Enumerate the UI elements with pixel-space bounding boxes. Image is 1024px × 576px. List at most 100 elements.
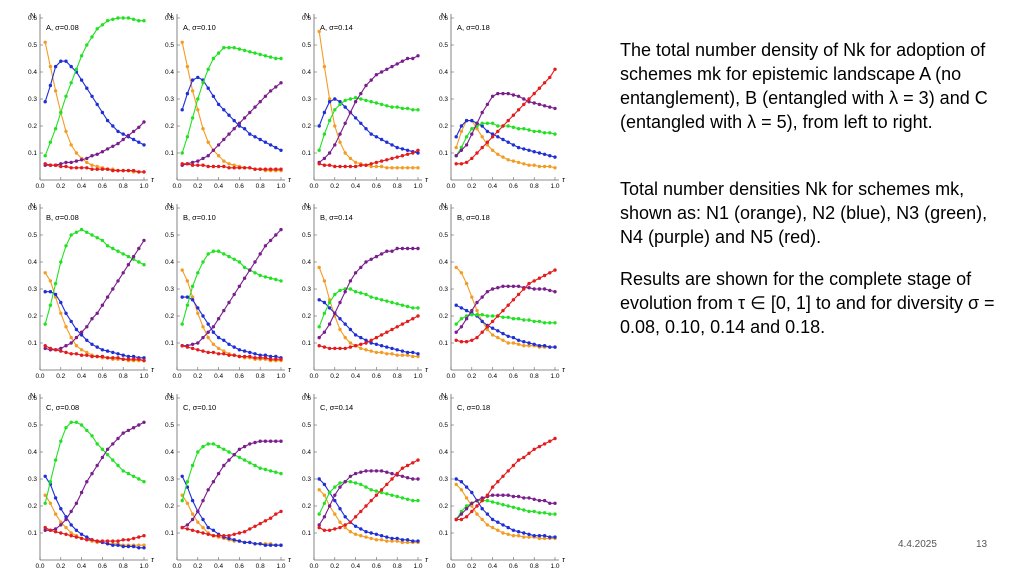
data-point-N5 [137, 357, 141, 361]
x-tick-label: 0.4 [214, 373, 223, 380]
data-point-N3 [85, 428, 89, 433]
data-point-N3 [274, 277, 278, 282]
data-point-N5 [480, 145, 484, 150]
data-point-N4 [248, 110, 252, 115]
y-tick-label: 0.2 [439, 123, 448, 130]
data-point-N2 [496, 520, 500, 524]
data-point-N2 [348, 327, 353, 332]
data-point-N4 [496, 91, 500, 96]
data-point-N1 [470, 295, 474, 299]
data-point-N2 [511, 143, 516, 147]
data-point-N2 [459, 480, 464, 484]
series-line-N5 [456, 69, 556, 165]
data-point-N5 [142, 534, 146, 538]
data-point-N5 [416, 314, 420, 318]
data-point-N1 [64, 325, 68, 329]
data-point-N5 [348, 345, 353, 349]
data-point-N2 [43, 474, 47, 478]
data-point-N1 [317, 488, 321, 492]
data-point-N3 [522, 127, 526, 131]
y-tick-label: 0.4 [302, 69, 311, 76]
data-point-N2 [522, 531, 526, 535]
data-point-N2 [416, 352, 420, 356]
data-point-N5 [537, 444, 542, 449]
data-point-N5 [53, 530, 58, 534]
data-point-N4 [279, 227, 283, 232]
data-point-N3 [374, 489, 379, 493]
data-point-N2 [79, 333, 84, 337]
data-point-N5 [232, 166, 236, 170]
data-point-N3 [348, 480, 353, 484]
data-point-N3 [501, 315, 505, 319]
data-point-N2 [279, 148, 283, 152]
data-point-N5 [274, 167, 278, 171]
data-point-N3 [548, 131, 552, 135]
panel-title: C, σ=0.18 [457, 403, 490, 412]
data-point-N4 [222, 137, 226, 142]
data-point-N4 [353, 100, 358, 104]
data-point-N2 [248, 132, 252, 136]
data-point-N1 [196, 108, 200, 112]
data-point-N3 [485, 121, 490, 126]
data-point-N2 [74, 327, 79, 332]
data-point-N3 [369, 100, 373, 104]
data-point-N2 [454, 477, 458, 481]
data-point-N3 [263, 275, 268, 279]
data-point-N2 [90, 94, 94, 99]
data-point-N3 [338, 288, 342, 293]
data-point-N3 [359, 482, 363, 487]
data-point-N3 [511, 125, 516, 129]
data-point-N4 [338, 485, 342, 489]
data-point-N3 [327, 300, 332, 305]
data-point-N5 [279, 357, 283, 361]
data-point-N4 [237, 284, 242, 288]
data-point-N1 [485, 523, 490, 527]
data-point-N5 [43, 525, 47, 530]
data-point-N5 [459, 340, 464, 344]
y-tick-label: 0.1 [165, 530, 174, 537]
data-point-N2 [206, 86, 210, 90]
data-point-N4 [364, 83, 368, 88]
y-tick-label: 0.2 [439, 313, 448, 320]
data-point-N4 [475, 121, 479, 126]
data-point-N4 [405, 246, 410, 251]
data-point-N5 [369, 498, 373, 503]
data-point-N5 [353, 344, 358, 348]
data-point-N5 [480, 330, 484, 334]
y-tick-label: 0.6 [165, 205, 174, 212]
data-point-N4 [69, 160, 73, 165]
x-axis-label: τ [425, 555, 429, 564]
data-point-N3 [74, 230, 79, 234]
data-point-N4 [279, 81, 283, 85]
y-tick-label: 0.5 [439, 422, 448, 429]
data-point-N1 [522, 344, 526, 348]
x-tick-label: 0.8 [256, 373, 265, 380]
data-point-N2 [464, 118, 469, 123]
x-tick-label: 0.6 [235, 563, 244, 570]
data-point-N1 [364, 348, 368, 352]
data-point-N4 [516, 94, 521, 99]
data-point-N4 [90, 317, 94, 321]
x-tick-label: 0.6 [98, 373, 107, 380]
data-point-N1 [411, 166, 415, 170]
data-point-N3 [242, 48, 247, 53]
data-point-N5 [322, 345, 327, 349]
y-tick-label: 0.3 [28, 286, 37, 293]
data-point-N5 [258, 167, 262, 171]
data-point-N3 [322, 132, 327, 136]
data-point-N4 [480, 496, 484, 500]
data-point-N5 [532, 91, 536, 96]
data-point-N5 [317, 525, 321, 530]
data-point-N3 [53, 281, 58, 286]
data-point-N5 [69, 166, 73, 170]
data-point-N3 [196, 97, 200, 101]
data-point-N5 [496, 129, 500, 134]
data-point-N3 [506, 504, 510, 508]
x-tick-label: 0.2 [330, 183, 339, 190]
data-point-N1 [353, 532, 358, 536]
data-point-N4 [338, 132, 342, 136]
data-point-N5 [100, 167, 105, 171]
x-tick-label: 0.8 [119, 563, 128, 570]
data-point-N2 [405, 148, 410, 152]
data-point-N5 [227, 353, 231, 357]
